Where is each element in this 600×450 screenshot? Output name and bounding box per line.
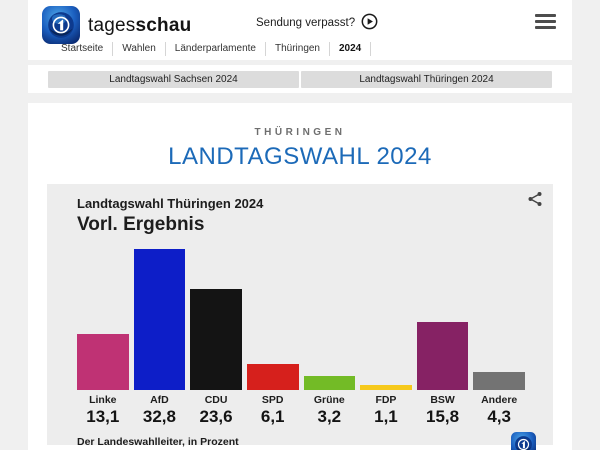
bar-afd	[133, 249, 186, 390]
sendung-verpasst-label: Sendung verpasst?	[256, 17, 356, 29]
bar-chart-columns: Linke 13,1 AfD 32,8 CDU 23,6 SPD 6,1 Grüne 3,2 FDP…	[77, 248, 525, 427]
bar-andere	[473, 372, 525, 390]
party-value: 32,8	[142, 407, 176, 426]
brand-wordmark[interactable]: tagesschau	[88, 15, 191, 37]
chart-title: Landtagswahl Thüringen 2024	[77, 196, 264, 211]
bar-grüne	[303, 376, 356, 390]
share-icon[interactable]	[527, 191, 543, 207]
chart-source: Der Landeswahlleiter, in Prozent	[77, 436, 239, 448]
bar-column: Linke 13,1	[77, 248, 129, 427]
hamburger-menu-icon[interactable]	[535, 14, 556, 29]
bar-column: Grüne 3,2	[303, 248, 356, 427]
bar-cdu	[190, 289, 242, 390]
tagesschau-logo-icon[interactable]	[42, 6, 80, 44]
party-value: 3,2	[317, 407, 342, 426]
party-value: 4,3	[487, 407, 511, 426]
bar-column: SPD 6,1	[246, 248, 299, 427]
party-label: Grüne	[313, 394, 345, 406]
bar-column: Andere 4,3	[473, 248, 525, 427]
content-column: tagesschau Sendung verpasst? Startseite W…	[28, 0, 572, 450]
party-value: 1,1	[374, 407, 398, 426]
breadcrumb-item-thüringen[interactable]: Thüringen	[266, 42, 330, 56]
bar-column: FDP 1,1	[360, 248, 412, 427]
breadcrumb-item-startseite[interactable]: Startseite	[52, 42, 114, 56]
party-value: 15,8	[426, 407, 460, 426]
breadcrumb-item-länderparlamente[interactable]: Länderparlamente	[166, 42, 266, 56]
main-content: THÜRINGEN LANDTAGSWAHL 2024 Landtagswahl…	[28, 103, 572, 450]
bar-spd	[246, 364, 299, 390]
bar-fdp	[360, 385, 412, 390]
header: tagesschau Sendung verpasst? Startseite W…	[28, 0, 572, 60]
tab-landtagswahl-thueringen[interactable]: Landtagswahl Thüringen 2024	[301, 70, 552, 88]
brand-regular: tages	[88, 15, 136, 36]
region-kicker: THÜRINGEN	[254, 127, 346, 138]
bar-linke	[77, 334, 129, 390]
party-value: 13,1	[86, 407, 120, 426]
party-label: Linke	[89, 394, 117, 406]
tab-landtagswahl-sachsen[interactable]: Landtagswahl Sachsen 2024	[48, 70, 299, 88]
bar-bsw	[416, 322, 469, 390]
page-title: LANDTAGSWAHL 2024	[168, 143, 432, 170]
bar-chart: Linke 13,1 AfD 32,8 CDU 23,6 SPD 6,1 Grüne 3,2 FDP…	[77, 248, 525, 427]
chart-subtitle: Vorl. Ergebnis	[77, 214, 205, 235]
party-label: CDU	[204, 394, 228, 406]
bar-column: AfD 32,8	[133, 248, 186, 427]
sendung-verpasst-link[interactable]: Sendung verpasst?	[256, 13, 378, 33]
party-label: Andere	[481, 394, 518, 406]
play-icon[interactable]	[361, 13, 378, 33]
tagesschau-watermark-icon	[511, 432, 536, 450]
party-label: SPD	[261, 394, 284, 406]
result-chart-card: Landtagswahl Thüringen 2024 Vorl. Ergebn…	[47, 184, 553, 450]
party-label: FDP	[375, 394, 397, 406]
brand-bold: schau	[135, 15, 192, 36]
separator	[28, 93, 572, 103]
breadcrumb-item-wahlen[interactable]: Wahlen	[113, 42, 166, 56]
bar-column: BSW 15,8	[416, 248, 469, 427]
breadcrumb-item-2024[interactable]: 2024	[330, 42, 372, 56]
party-label: AfD	[150, 394, 169, 406]
party-value: 6,1	[260, 407, 285, 426]
election-tab-band: Landtagswahl Sachsen 2024 Landtagswahl T…	[28, 65, 572, 93]
party-value: 23,6	[199, 407, 233, 426]
breadcrumb: Startseite Wahlen Länderparlamente Thüringe…	[52, 41, 372, 57]
bar-column: CDU 23,6	[190, 248, 242, 427]
party-label: BSW	[430, 394, 455, 406]
